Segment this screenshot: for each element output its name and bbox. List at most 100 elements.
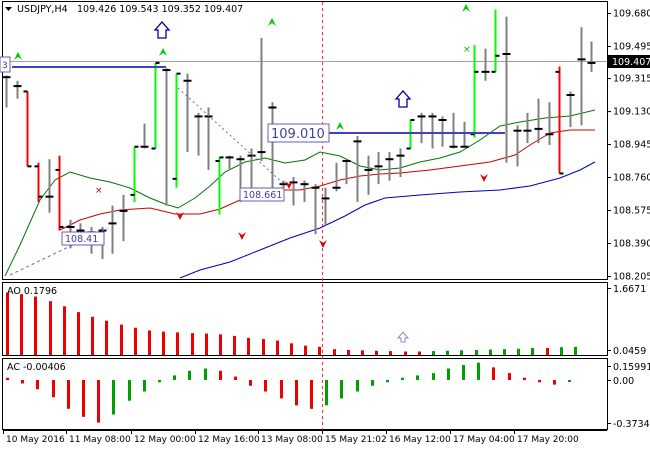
ao-bar [205, 333, 208, 355]
ac-scale-bottom: -0.37346 [613, 419, 650, 430]
ao-bar [148, 330, 151, 355]
time-label: 12 May 00:00 [134, 435, 196, 445]
ac-bar [6, 377, 9, 380]
price-label: 108.390 [613, 239, 650, 250]
svg-text:3: 3 [2, 61, 8, 71]
main-panel-frame [2, 1, 608, 280]
time-label: 13 May 08:00 [261, 435, 323, 445]
ao-bar [134, 327, 137, 355]
fractal-up-icon [159, 48, 167, 56]
fractal-down-icon [176, 212, 184, 220]
ac-bar [386, 380, 389, 383]
fractal-down-icon [238, 232, 246, 240]
green-line [4, 109, 596, 277]
ac-bar [432, 373, 435, 380]
price-label: 108.575 [613, 206, 650, 217]
svg-text:109.010: 109.010 [271, 127, 325, 142]
time-label: 17 May 04:00 [453, 435, 515, 445]
ac-bar [36, 380, 39, 390]
ao-bar [247, 337, 250, 355]
ac-bar [21, 380, 24, 384]
ao-bar [91, 316, 94, 355]
ao-bar [49, 301, 52, 355]
ac-bar [492, 367, 495, 380]
fractal-down-icon [319, 240, 327, 248]
cross-marker-icon: × [95, 186, 103, 196]
level-label-right[interactable]: 109.010 [267, 123, 330, 143]
svg-text:108.661: 108.661 [243, 190, 282, 201]
time-label: 12 May 16:00 [198, 435, 260, 445]
ao-bar [546, 347, 549, 355]
ao-bar [120, 324, 123, 355]
ac-bar [325, 380, 328, 406]
ac-bar [401, 377, 404, 380]
time-label: 11 May 08:00 [69, 435, 131, 445]
ac-bar [143, 380, 146, 392]
ac-bar [416, 375, 419, 380]
ao-bar [6, 292, 9, 355]
price-label: 109.680 [613, 9, 650, 20]
ao-bar [276, 340, 279, 355]
svg-text:109.407: 109.407 [612, 57, 650, 68]
cross-marker-icon: × [463, 45, 471, 55]
svg-text:108.41: 108.41 [65, 234, 98, 245]
ao-bar [375, 350, 378, 355]
ac-label: AC -0.00406 [7, 362, 66, 373]
time-axis[interactable]: 10 May 2016 11 May 08:00 12 May 00:00 12 Ma… [3, 430, 607, 445]
time-label: 16 May 12:00 [389, 435, 451, 445]
level-label-mid[interactable]: 108.661 [239, 187, 285, 202]
ac-bar [82, 380, 85, 417]
ao-bar [219, 334, 222, 355]
ac-bar [67, 380, 70, 409]
chart-header: USDJPY,H4 109.426 109.543 109.352 109.40… [5, 4, 243, 15]
ac-bar [249, 380, 252, 386]
ao-bar [318, 346, 321, 355]
ao-bar [389, 351, 392, 355]
ao-bar [290, 343, 293, 355]
ao-bar [304, 345, 307, 355]
ao-bar [34, 296, 37, 355]
ao-bar [191, 333, 194, 355]
ac-bar [523, 377, 526, 380]
trend-line-dotted[interactable] [177, 87, 286, 186]
ohlc-values: 109.426 109.543 109.352 109.407 [77, 4, 243, 15]
ac-bar [128, 380, 131, 401]
ao-bar [176, 332, 179, 355]
time-label: 15 May 21:02 [325, 435, 387, 445]
current-price-tag: 109.407 [608, 55, 650, 68]
price-label: 108.945 [613, 140, 650, 151]
ac-bar [462, 365, 465, 380]
price-label: 109.130 [613, 107, 650, 118]
ac-bar [173, 375, 176, 380]
ao-bar [531, 347, 534, 355]
dropdown-triangle-icon[interactable] [5, 7, 12, 11]
price-label: 109.315 [613, 74, 650, 85]
ac-bar [538, 380, 541, 383]
ac-bar [568, 380, 571, 382]
ao-bar [418, 351, 421, 355]
ao-bar [63, 306, 66, 355]
ac-bar [447, 368, 450, 380]
ac-bar [219, 370, 222, 380]
ac-bar [340, 380, 343, 399]
ac-bar [371, 380, 374, 386]
ao-bar [162, 331, 165, 355]
ao-label: AO 0.1796 [7, 286, 57, 297]
ao-bar [20, 294, 23, 355]
ao-bar [574, 346, 577, 355]
price-scale[interactable]: 109.680 109.495 109.315 109.130 108.945 108.7… [607, 9, 650, 283]
ac-bar [264, 380, 267, 392]
symbol-timeframe: USDJPY,H4 [17, 4, 68, 15]
price-label: 108.760 [613, 173, 650, 184]
ao-bar [517, 348, 520, 355]
ac-bar [553, 380, 556, 385]
red-line [59, 129, 595, 231]
ac-bar [310, 380, 313, 409]
ac-bar [508, 373, 511, 380]
ac-bar [356, 380, 359, 392]
fractal-up-icon [462, 4, 470, 12]
ao-bar [460, 350, 463, 355]
ao-scale-bottom: 0.0459 [613, 346, 646, 357]
level-label-left[interactable]: 108.41 [61, 231, 105, 246]
